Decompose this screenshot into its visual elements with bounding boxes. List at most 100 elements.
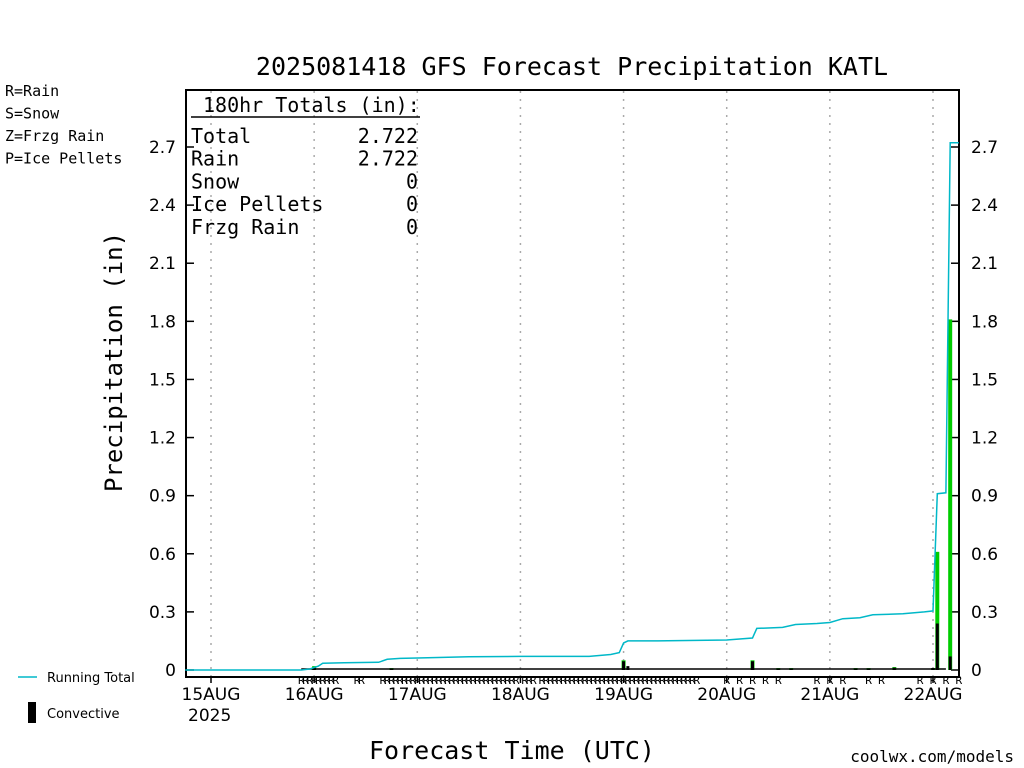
precip-type-mark: R xyxy=(573,674,580,687)
precip-type-mark: R xyxy=(478,674,485,687)
precip-type-mark: R xyxy=(448,674,455,687)
convective-legend-label: Convective xyxy=(47,707,120,722)
x-tick-label: 22AUG xyxy=(904,685,963,705)
precip-type-mark: R xyxy=(354,674,361,687)
precip-type-mark: R xyxy=(680,674,687,687)
y-tick-label: 2.7 xyxy=(971,138,998,158)
precip-type-mark: R xyxy=(693,674,700,687)
convective-bar xyxy=(948,656,952,670)
precip-type-mark: R xyxy=(487,674,494,687)
precip-type-mark: R xyxy=(650,674,657,687)
precip-type-mark: R xyxy=(504,674,511,687)
precip-type-mark: R xyxy=(629,674,636,687)
series-legend: Running Total Convective xyxy=(18,671,135,723)
precip-type-mark: R xyxy=(560,674,567,687)
precip-type-mark: R xyxy=(440,674,447,687)
precip-type-mark: R xyxy=(646,674,653,687)
precip-type-mark: R xyxy=(612,674,619,687)
precip-type-mark: R xyxy=(633,674,640,687)
y-tick-label: 0 xyxy=(971,661,982,681)
precip-type-mark: R xyxy=(620,674,627,687)
credit-text: coolwx.com/models xyxy=(850,747,1014,766)
convective-bar xyxy=(751,661,754,670)
y-tick-label: 1.2 xyxy=(971,429,998,449)
precip-type-mark: R xyxy=(307,674,314,687)
running-total-legend-label: Running Total xyxy=(47,671,135,686)
precip-type-mark: R xyxy=(491,674,498,687)
precip-type-mark: R xyxy=(302,674,309,687)
precip-type-mark: R xyxy=(775,674,782,687)
precip-type-mark: R xyxy=(564,674,571,687)
running-total-series xyxy=(185,141,959,671)
precip-type-mark: R xyxy=(427,674,434,687)
x-tick-label: 16AUG xyxy=(285,685,344,705)
precip-type-mark: R xyxy=(414,674,421,687)
precip-type-mark: R xyxy=(668,674,675,687)
precip-type-mark: R xyxy=(384,674,391,687)
precip-type-mark: R xyxy=(380,674,387,687)
precip-type-mark: R xyxy=(685,674,692,687)
precip-type-mark: R xyxy=(865,674,872,687)
precip-type-legend-item: R=Rain xyxy=(5,82,59,100)
totals-row-value: 2.722 xyxy=(358,124,418,148)
y-tick-label: 1.8 xyxy=(149,312,176,332)
totals-row-value: 0 xyxy=(406,192,418,216)
y-tick-label: 2.4 xyxy=(149,196,176,216)
y-tick-label: 1.5 xyxy=(149,370,176,390)
precip-bar xyxy=(935,551,940,670)
precip-type-mark: R xyxy=(655,674,662,687)
precip-type-mark: R xyxy=(315,674,322,687)
x-tick-label: 19AUG xyxy=(594,685,653,705)
precip-type-mark: R xyxy=(401,674,408,687)
precip-type-mark: R xyxy=(616,674,623,687)
precip-type-mark: R xyxy=(955,674,962,687)
y-tick-label: 1.5 xyxy=(971,370,998,390)
precip-type-mark: R xyxy=(594,674,601,687)
precip-type-legend-item: Z=Frzg Rain xyxy=(5,127,104,145)
precip-type-mark: R xyxy=(590,674,597,687)
precip-type-mark: R xyxy=(676,674,683,687)
totals-row-label: Snow xyxy=(191,169,240,193)
precip-type-mark: R xyxy=(814,674,821,687)
x-tick-label: 17AUG xyxy=(388,685,447,705)
precip-type-mark: R xyxy=(388,674,395,687)
precip-type-mark: R xyxy=(607,674,614,687)
chart-title: 2025081418 GFS Forecast Precipitation KA… xyxy=(256,52,888,81)
precip-type-legend: R=Rain S=Snow Z=Frzg Rain P=Ice Pellets xyxy=(5,82,122,168)
y-tick-label: 0.3 xyxy=(149,603,176,623)
precip-type-mark: R xyxy=(603,674,610,687)
x-tick-label: 18AUG xyxy=(491,685,550,705)
day-gridlines xyxy=(210,91,934,676)
precip-type-mark: R xyxy=(431,674,438,687)
precip-type-mark: R xyxy=(332,674,339,687)
precip-type-mark: R xyxy=(569,674,576,687)
totals-row-value: 0 xyxy=(406,169,418,193)
y-axis-left: 0 0.3 0.6 0.9 1.2 1.5 1.8 2.1 2.4 2.7 xyxy=(149,138,194,681)
precip-type-mark: R xyxy=(551,674,558,687)
precip-type-mark: R xyxy=(500,674,507,687)
precip-type-mark: R xyxy=(474,674,481,687)
precip-type-mark: R xyxy=(328,674,335,687)
convective-bar xyxy=(626,666,630,670)
precip-type-mark: R xyxy=(659,674,666,687)
precip-type-mark: R xyxy=(736,674,743,687)
precip-type-mark: R xyxy=(547,674,554,687)
totals-row-value: 2.722 xyxy=(358,147,418,171)
precip-type-legend-item: P=Ice Pellets xyxy=(5,150,122,168)
totals-box: 180hr Totals (in): Total 2.722 Rain 2.722 Sno… xyxy=(191,93,420,239)
precip-type-mark: R xyxy=(392,674,399,687)
precip-type-mark: R xyxy=(917,674,924,687)
precip-type-mark: R xyxy=(930,674,937,687)
precip-type-mark: R xyxy=(483,674,490,687)
precip-type-mark: R xyxy=(723,674,730,687)
precip-type-mark: R xyxy=(663,674,670,687)
precip-type-mark: R xyxy=(453,674,460,687)
precip-type-mark: R xyxy=(470,674,477,687)
x-tick-label: 15AUG xyxy=(182,685,241,705)
y-tick-label: 2.1 xyxy=(971,254,998,274)
precip-type-mark: R xyxy=(423,674,430,687)
y-tick-label: 0.6 xyxy=(971,545,998,565)
precip-type-mark: R xyxy=(625,674,632,687)
